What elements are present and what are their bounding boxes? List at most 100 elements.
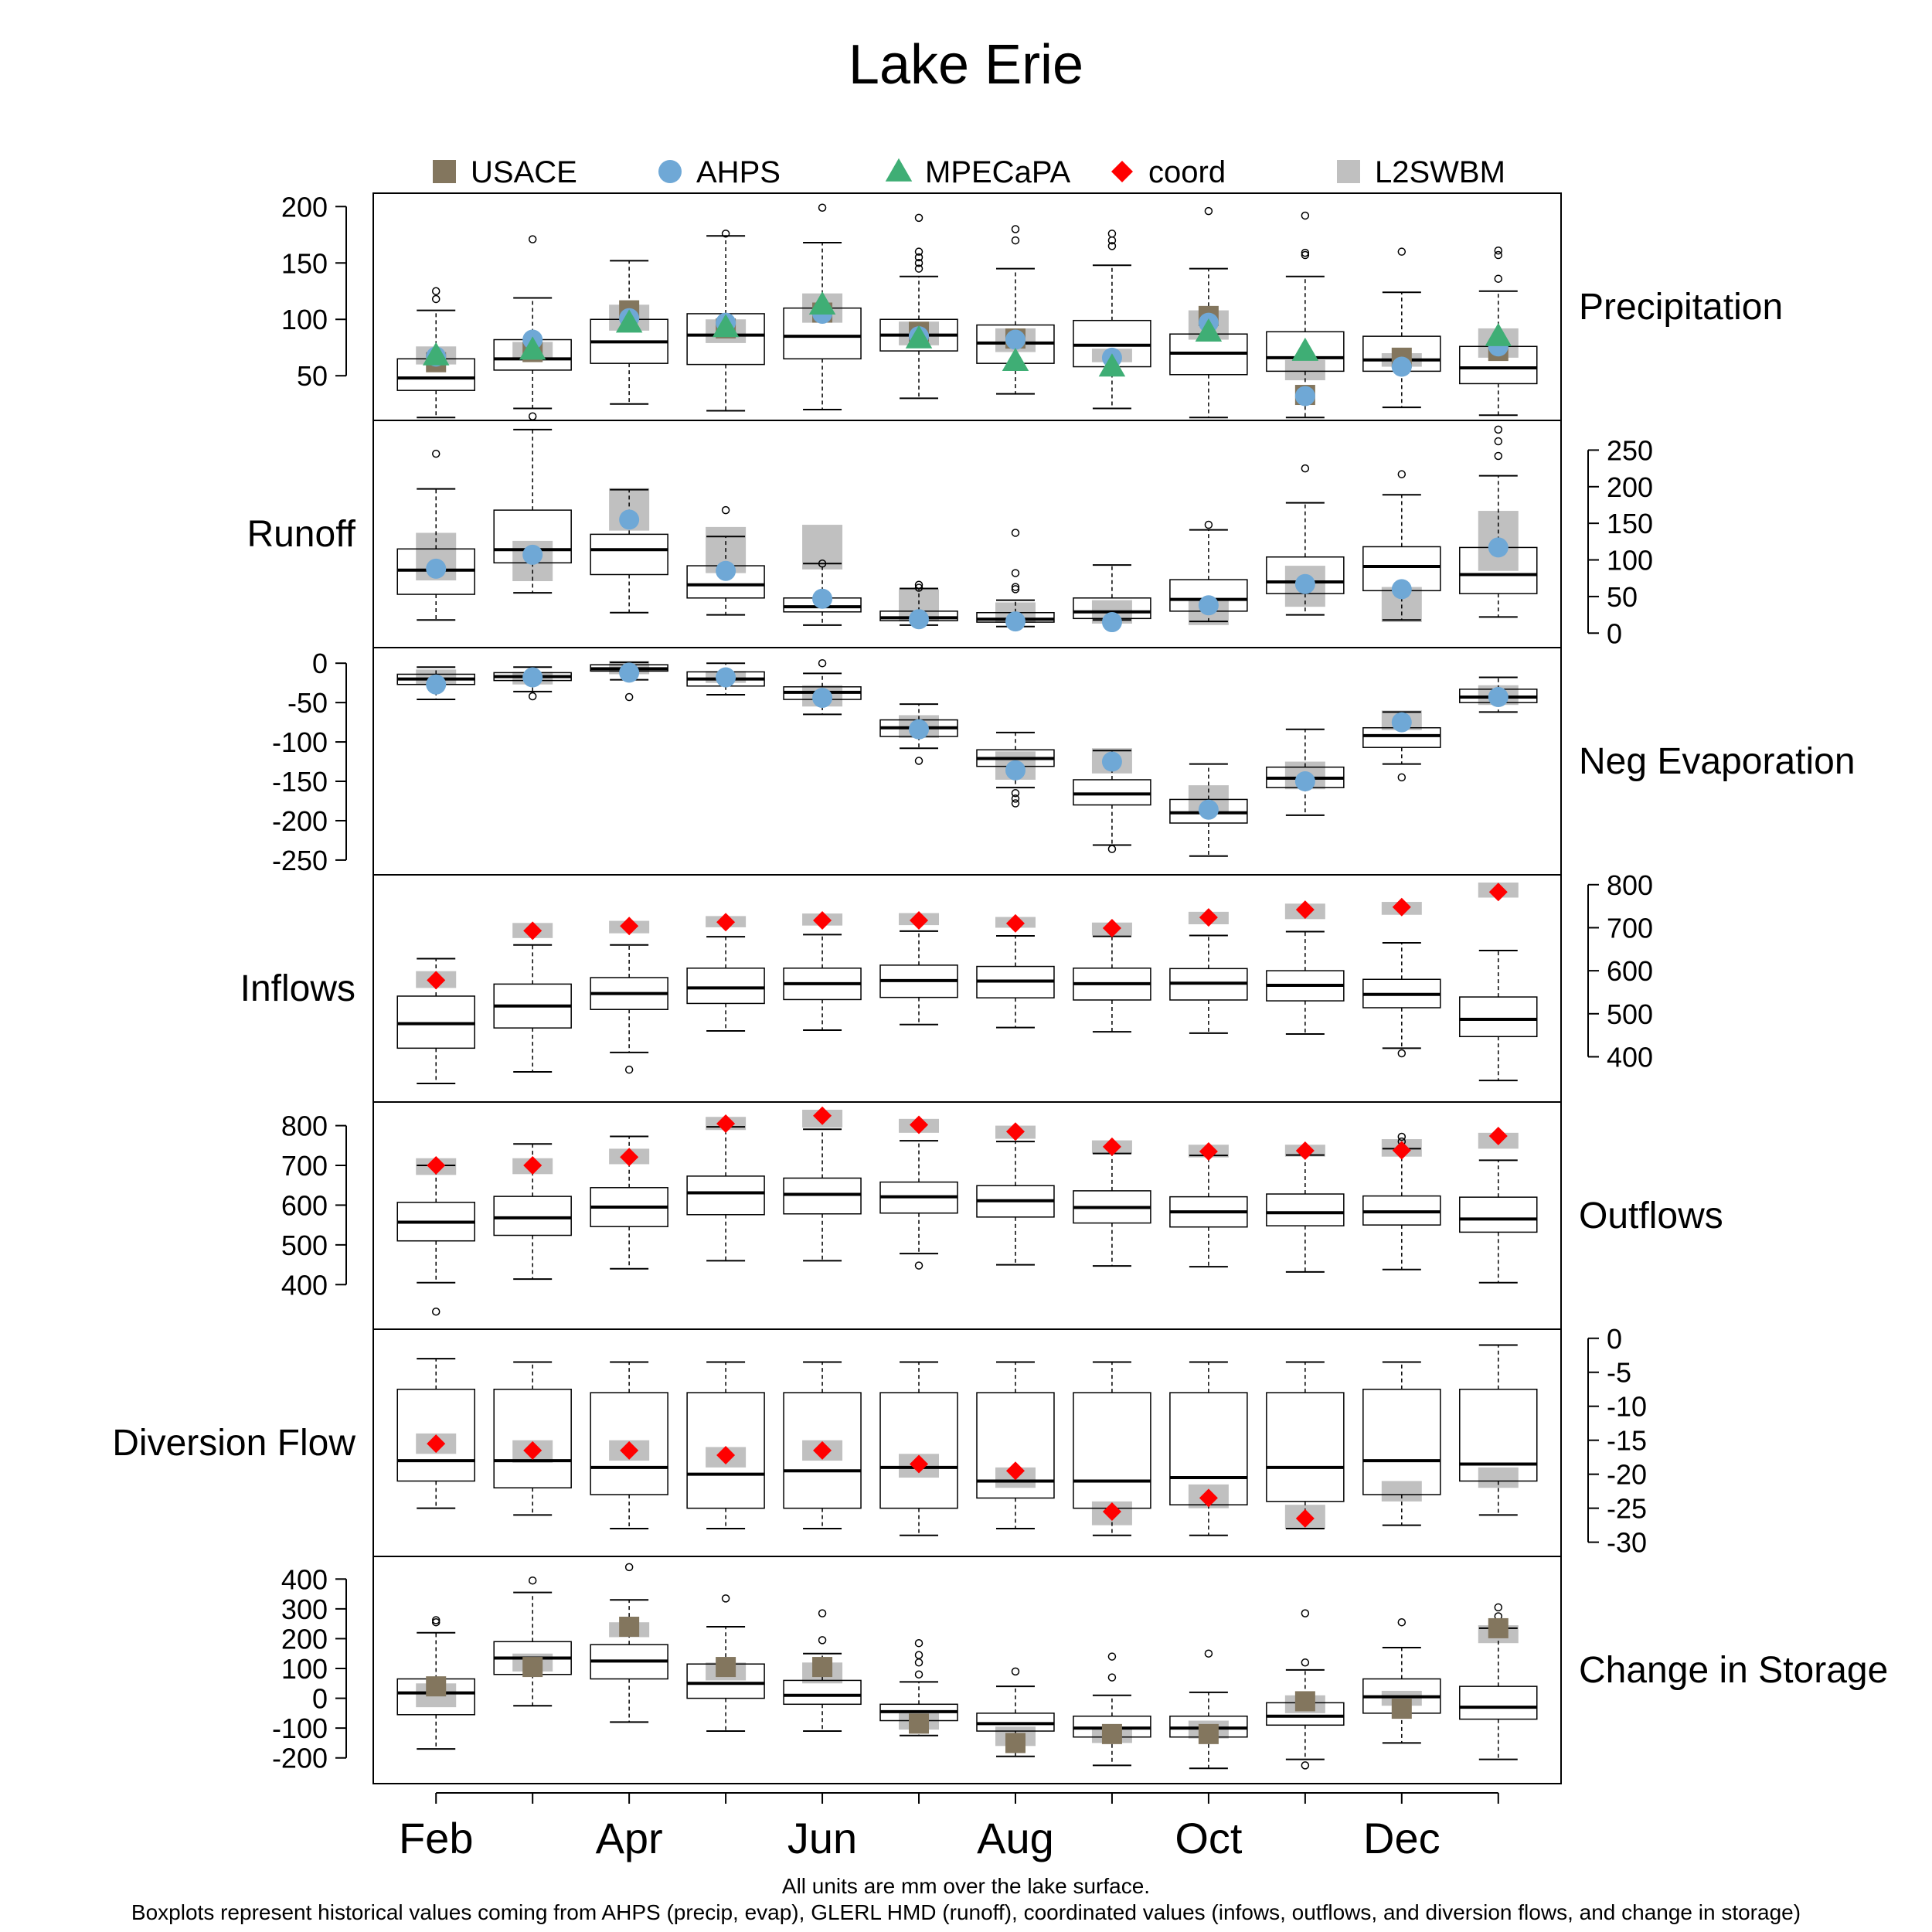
coord-point bbox=[1295, 900, 1315, 920]
panel-outflows: 400 500 600 700 800 Outflows bbox=[281, 1101, 1723, 1330]
y-tick-label: 700 bbox=[281, 1150, 328, 1182]
usace-point bbox=[909, 1713, 930, 1734]
y-tick-label: -20 bbox=[1607, 1459, 1647, 1491]
box bbox=[976, 1392, 1055, 1499]
y-tick-label: 200 bbox=[281, 1623, 328, 1655]
y-tick-label: 100 bbox=[1607, 545, 1653, 577]
y-tick-label: 400 bbox=[281, 1563, 328, 1595]
y-tick-label: -100 bbox=[272, 1713, 328, 1744]
ahps-point bbox=[426, 558, 447, 579]
y-tick-label: -200 bbox=[272, 1743, 328, 1774]
outlier-point bbox=[914, 1658, 923, 1667]
outlier-point bbox=[914, 1651, 923, 1659]
coord-point bbox=[1488, 883, 1508, 902]
ahps-point bbox=[1198, 799, 1219, 820]
box bbox=[493, 1388, 572, 1488]
x-tick-label: Feb bbox=[399, 1814, 474, 1862]
outlier-point bbox=[1011, 583, 1020, 591]
legend-item-mpecapa: MPECaPA bbox=[885, 155, 1071, 189]
x-tick-label: Jun bbox=[787, 1814, 857, 1862]
y-tick-label: -50 bbox=[287, 687, 328, 719]
ahps-point bbox=[909, 719, 930, 740]
panel-label: Runoff bbox=[247, 514, 355, 555]
usace-point bbox=[1198, 1723, 1219, 1744]
y-tick-label: -200 bbox=[272, 805, 328, 837]
legend-label-l2swbm: L2SWBM bbox=[1375, 155, 1505, 189]
outlier-point bbox=[1204, 520, 1213, 529]
y-tick-label: -25 bbox=[1607, 1493, 1647, 1525]
outlier-point bbox=[1397, 1617, 1406, 1627]
outlier-point bbox=[914, 264, 923, 273]
outlier-point bbox=[1107, 1673, 1117, 1682]
y-tick-label: 600 bbox=[1607, 955, 1653, 987]
usace-point bbox=[1101, 1723, 1122, 1744]
y-tick-label: 100 bbox=[281, 304, 328, 335]
mpecapa-point bbox=[1002, 347, 1029, 371]
coord-point bbox=[620, 1440, 639, 1460]
panel-frame bbox=[372, 192, 1562, 421]
ahps-point bbox=[1005, 760, 1026, 781]
outlier-point bbox=[1494, 1603, 1503, 1612]
outlier-point bbox=[1011, 236, 1020, 245]
footer-note-1: All units are mm over the lake surface. bbox=[782, 1874, 1150, 1898]
outlier-point bbox=[818, 560, 827, 568]
x-tick-label: Aug bbox=[977, 1814, 1054, 1862]
footer-note-2: Boxplots represent historical values com… bbox=[131, 1900, 1801, 1924]
y-tick-label: 0 bbox=[1607, 1323, 1622, 1355]
coord-point bbox=[716, 913, 736, 932]
usace-point bbox=[1294, 1691, 1315, 1712]
outlier-point bbox=[914, 259, 923, 267]
outlier-point bbox=[431, 1308, 440, 1316]
y-tick-label: 100 bbox=[281, 1653, 328, 1685]
outlier-point bbox=[1397, 470, 1406, 478]
ahps-point bbox=[1101, 751, 1122, 772]
box bbox=[783, 1392, 862, 1509]
y-tick-label: 600 bbox=[281, 1189, 328, 1221]
outlier-point bbox=[914, 1638, 923, 1648]
coord-point bbox=[1488, 1126, 1508, 1145]
coord-point bbox=[427, 1434, 446, 1454]
box bbox=[1169, 798, 1248, 824]
y-tick-label: -5 bbox=[1607, 1357, 1631, 1389]
box bbox=[1362, 1388, 1441, 1495]
y-tick-label: -30 bbox=[1607, 1527, 1647, 1559]
coord-point bbox=[910, 1115, 929, 1134]
y-tick-label: -150 bbox=[272, 766, 328, 798]
outlier-point bbox=[1494, 274, 1503, 283]
coord-point bbox=[427, 971, 446, 990]
coord-point bbox=[1295, 1509, 1315, 1528]
outlier-point bbox=[1011, 225, 1020, 233]
panel-frame bbox=[372, 1101, 1562, 1330]
coord-point bbox=[1005, 1461, 1025, 1481]
usace-point bbox=[619, 1617, 640, 1637]
legend-item-coord: coord bbox=[1111, 155, 1226, 189]
coord-point bbox=[910, 1454, 929, 1474]
outlier-point bbox=[528, 1576, 537, 1585]
outlier-point bbox=[1301, 464, 1310, 473]
outlier-point bbox=[1397, 773, 1406, 782]
y-tick-label: 150 bbox=[281, 247, 328, 279]
y-tick-label: 800 bbox=[281, 1111, 328, 1142]
outlier-point bbox=[914, 247, 923, 256]
outlier-point bbox=[624, 1065, 634, 1074]
legend-item-l2swbm: L2SWBM bbox=[1337, 155, 1505, 189]
outlier-point bbox=[1494, 437, 1503, 446]
outlier-point bbox=[818, 1636, 827, 1645]
ahps-point bbox=[1101, 612, 1122, 633]
ahps-point bbox=[1488, 537, 1509, 558]
outlier-point bbox=[1011, 799, 1020, 808]
coord-point bbox=[1199, 908, 1218, 927]
ahps-point bbox=[1391, 579, 1412, 600]
usace-point bbox=[812, 1657, 833, 1678]
outlier-point bbox=[1494, 451, 1503, 461]
outlier-point bbox=[1011, 585, 1020, 594]
outlier-point bbox=[914, 583, 923, 592]
l2swbm-bar bbox=[1284, 359, 1325, 381]
outlier-point bbox=[431, 287, 440, 296]
outlier-point bbox=[1397, 1049, 1406, 1058]
coord-point bbox=[813, 1440, 832, 1460]
box bbox=[493, 1196, 572, 1236]
legend-item-usace: USACE bbox=[433, 155, 577, 189]
outlier-point bbox=[1397, 1132, 1406, 1141]
mpecapa-point bbox=[519, 336, 546, 360]
